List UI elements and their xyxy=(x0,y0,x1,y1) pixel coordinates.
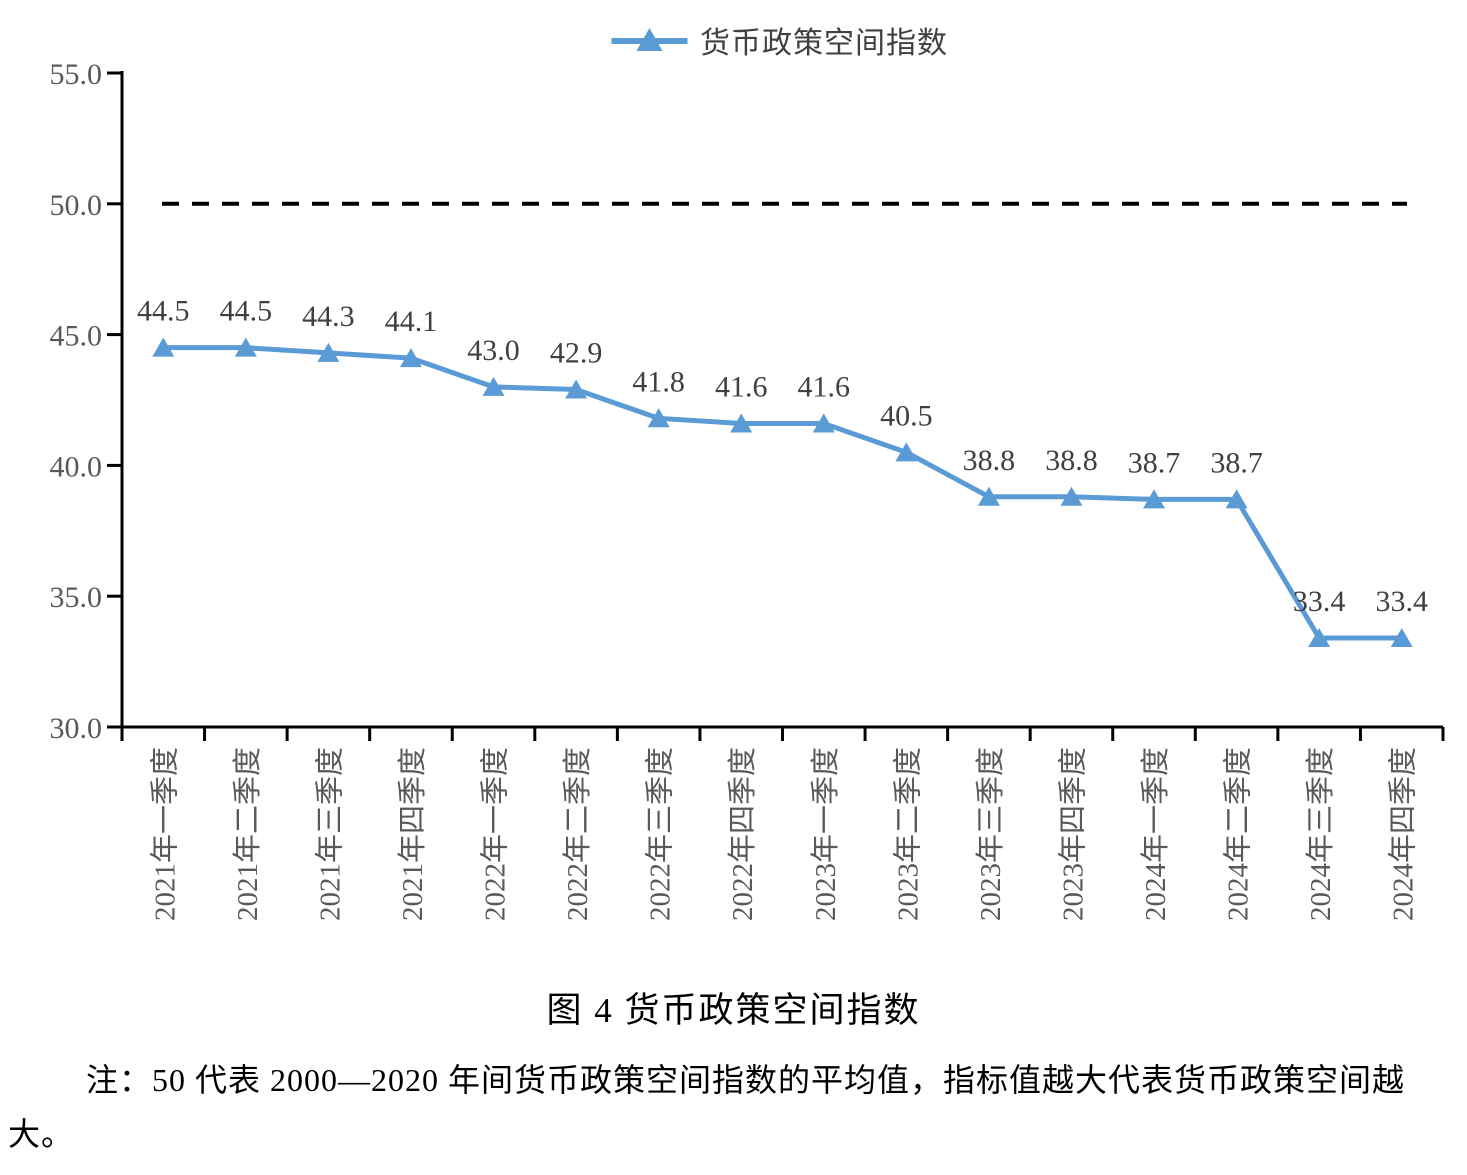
figure-note: 注：50 代表 2000—2020 年间货币政策空间指数的平均值，指标值越大代表… xyxy=(8,1062,1406,1153)
x-axis-category-label: 2021年一季度 xyxy=(148,747,181,921)
x-axis-category-label: 2023年一季度 xyxy=(809,747,842,921)
data-point-marker xyxy=(812,413,835,433)
x-axis-category-label: 2021年三季度 xyxy=(313,747,346,921)
data-point-marker xyxy=(895,442,918,462)
y-axis-tick-label: 40.0 xyxy=(50,450,103,483)
x-axis-category-label: 2024年四季度 xyxy=(1387,747,1420,921)
data-point-marker xyxy=(1225,489,1248,509)
data-point-label: 38.7 xyxy=(1210,446,1263,479)
x-axis-category-label: 2021年四季度 xyxy=(396,747,429,921)
data-point-label: 40.5 xyxy=(880,399,933,432)
x-axis-category-label: 2023年四季度 xyxy=(1056,747,1089,921)
y-axis-tick-label: 55.0 xyxy=(50,58,103,91)
y-axis-tick-label: 30.0 xyxy=(50,712,103,745)
data-point-marker xyxy=(1060,486,1083,506)
data-point-label: 44.1 xyxy=(385,305,438,338)
data-point-label: 38.7 xyxy=(1128,446,1181,479)
data-point-marker xyxy=(234,337,257,357)
data-point-marker xyxy=(399,348,422,368)
x-axis-category-label: 2022年二季度 xyxy=(561,747,594,921)
legend-label: 货币政策空间指数 xyxy=(700,27,948,60)
data-point-label: 38.8 xyxy=(1045,444,1098,477)
x-axis-category-label: 2022年四季度 xyxy=(726,747,759,921)
y-axis-tick-label: 35.0 xyxy=(50,581,103,614)
data-point-marker xyxy=(1390,628,1413,648)
x-axis-category-label: 2024年二季度 xyxy=(1222,747,1255,921)
data-point-marker xyxy=(565,379,588,399)
x-axis-category-label: 2024年一季度 xyxy=(1139,747,1172,921)
y-axis-tick-label: 50.0 xyxy=(50,189,103,222)
x-axis-category-label: 2023年三季度 xyxy=(974,747,1007,921)
data-point-label: 41.8 xyxy=(632,365,685,398)
series-line xyxy=(163,345,1402,641)
data-point-marker xyxy=(317,342,340,362)
x-axis-category-label: 2021年二季度 xyxy=(231,747,264,921)
data-point-label: 41.6 xyxy=(798,371,851,404)
x-axis-category-label: 2022年一季度 xyxy=(479,747,512,921)
x-axis-category-label: 2024年三季度 xyxy=(1304,747,1337,921)
data-point-marker xyxy=(977,486,1000,506)
data-point-label: 43.0 xyxy=(467,334,520,367)
figure-caption: 图 4 货币政策空间指数 xyxy=(546,991,921,1030)
legend-line-triangle-icon xyxy=(611,28,687,51)
data-point-label: 44.5 xyxy=(220,295,273,328)
data-point-marker xyxy=(647,408,670,428)
data-point-marker xyxy=(1308,628,1331,648)
data-point-marker xyxy=(482,376,505,396)
x-axis-category-label: 2022年三季度 xyxy=(644,747,677,921)
data-point-label: 44.5 xyxy=(137,295,190,328)
data-point-label: 33.4 xyxy=(1293,585,1346,618)
data-point-marker xyxy=(730,413,753,433)
data-point-label: 44.3 xyxy=(302,300,355,333)
y-axis-tick-label: 45.0 xyxy=(50,320,103,353)
data-point-label: 38.8 xyxy=(963,444,1016,477)
data-point-marker xyxy=(152,337,175,357)
data-point-label: 41.6 xyxy=(715,371,768,404)
x-axis-category-label: 2023年二季度 xyxy=(891,747,924,921)
data-point-marker xyxy=(1143,489,1166,509)
chart-legend: 货币政策空间指数 xyxy=(609,18,948,62)
data-point-label: 42.9 xyxy=(550,337,603,370)
chart-canvas: 30.0 35.0 40.0 45.0 50.0 55.0 2021年一季度 2021年二季度… xyxy=(50,58,1445,921)
data-point-label: 33.4 xyxy=(1375,585,1428,618)
